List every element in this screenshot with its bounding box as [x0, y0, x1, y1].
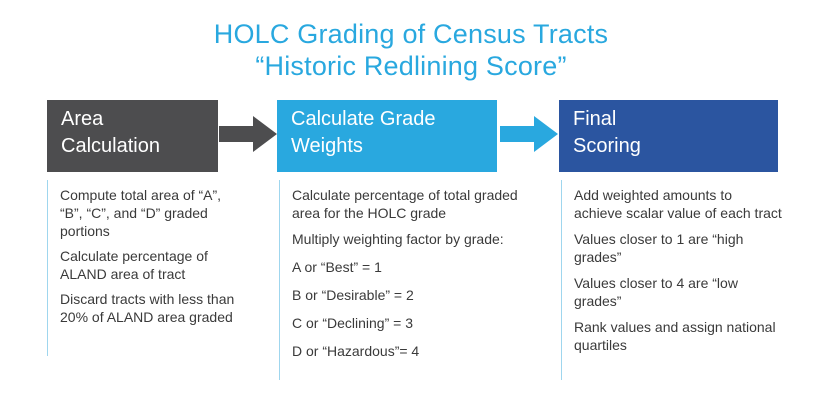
text-line: portions [60, 223, 110, 239]
step-2-item: Calculate percentage of total graded are… [292, 186, 529, 222]
grade-weight-c: C or “Declining” = 3 [292, 315, 413, 331]
step-3-item: Add weighted amounts to achieve scalar v… [574, 186, 811, 222]
step-3-header-line-1: Final [573, 108, 617, 130]
text-line: ALAND area of tract [60, 266, 186, 282]
text-line: grades” [574, 293, 622, 309]
step-1-header: Area Calculation [47, 100, 218, 172]
text-line: Discard tracts with less than [60, 291, 235, 307]
step-2-header: Calculate Grade Weights [277, 100, 497, 172]
step-1-header-line-1: Area [61, 108, 104, 130]
text-line: “B”, “C”, and “D” graded [60, 205, 208, 221]
step-3-item: Values closer to 4 are “low grades” [574, 274, 811, 310]
grade-weight-d: D or “Hazardous”= 4 [292, 343, 420, 359]
text-line: quartiles [574, 337, 627, 353]
step-2-details: Calculate percentage of total graded are… [279, 180, 529, 380]
step-1-item: Calculate percentage of ALAND area of tr… [60, 247, 247, 283]
text-line: Add weighted amounts to [574, 187, 732, 203]
step-2-header-line-2: Weights [291, 135, 363, 157]
text-line: Values closer to 1 are “high [574, 231, 744, 247]
arrow-1-icon [219, 116, 277, 152]
text-line: Multiply weighting factor by grade: [292, 231, 504, 247]
step-2-header-line-1: Calculate Grade [291, 108, 436, 130]
arrow-2-icon [500, 116, 558, 152]
text-line: 20% of ALAND area graded [60, 309, 233, 325]
step-3-details: Add weighted amounts to achieve scalar v… [561, 180, 811, 380]
step-1-item: Compute total area of “A”, “B”, “C”, and… [60, 186, 247, 240]
text-line: achieve scalar value of each tract [574, 205, 782, 221]
grade-weight-a: A or “Best” = 1 [292, 259, 382, 275]
step-1-details: Compute total area of “A”, “B”, “C”, and… [47, 180, 247, 356]
text-line: Calculate percentage of [60, 248, 208, 264]
step-3-item: Values closer to 1 are “high grades” [574, 230, 811, 266]
step-3-header: Final Scoring [559, 100, 778, 172]
text-line: Rank values and assign national [574, 319, 776, 335]
diagram-title-line-2: “Historic Redlining Score” [255, 51, 567, 81]
step-2-item: Multiply weighting factor by grade: [292, 230, 529, 248]
text-line: Compute total area of “A”, [60, 187, 222, 203]
step-3-header-line-2: Scoring [573, 135, 641, 157]
text-line: Calculate percentage of total graded [292, 187, 518, 203]
step-1-item: Discard tracts with less than 20% of ALA… [60, 290, 247, 326]
text-line: area for the HOLC grade [292, 205, 447, 221]
diagram-title-line-1: HOLC Grading of Census Tracts [213, 19, 609, 49]
text-line: grades” [574, 249, 622, 265]
step-1-header-line-2: Calculation [61, 135, 160, 157]
text-line: Values closer to 4 are “low [574, 275, 738, 291]
step-3-item: Rank values and assign national quartile… [574, 318, 811, 354]
grade-weight-b: B or “Desirable” = 2 [292, 287, 414, 303]
